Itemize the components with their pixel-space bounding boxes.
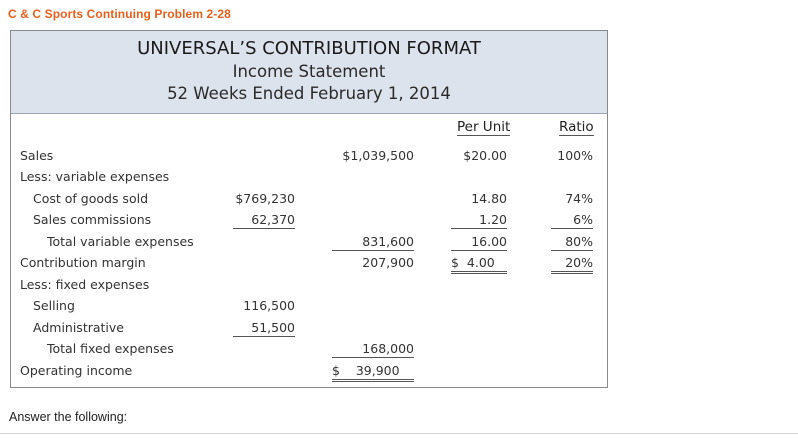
commissions-detail: 62,370 <box>233 212 295 229</box>
row-label-total-variable: Total variable expenses <box>47 234 194 249</box>
contribution-ratio: 20% <box>551 255 593 274</box>
operating-total: $ 39,900 <box>332 363 414 382</box>
income-statement-table: UNIVERSAL’S CONTRIBUTION FORMAT Income S… <box>10 30 608 388</box>
col-ratio-header: Ratio <box>559 119 594 136</box>
total-variable-ratio: 80% <box>551 234 593 251</box>
row-label-cogs: Cost of goods sold <box>33 191 149 206</box>
bottom-divider <box>0 433 798 434</box>
contribution-per-unit: $ 4.00 <box>451 255 507 274</box>
administrative-detail: 51,500 <box>233 320 295 337</box>
row-label-operating: Operating income <box>20 363 133 378</box>
cogs-per-unit: 14.80 <box>471 191 507 206</box>
commissions-ratio: 6% <box>551 212 593 229</box>
statement-period: 52 Weeks Ended February 1, 2014 <box>167 84 451 103</box>
statement-header: UNIVERSAL’S CONTRIBUTION FORMAT Income S… <box>11 31 607 114</box>
selling-detail: 116,500 <box>243 298 295 313</box>
total-variable-total: 831,600 <box>332 234 414 251</box>
statement-subtitle: Income Statement <box>232 62 386 81</box>
row-label-less-fixed: Less: fixed expenses <box>20 277 150 292</box>
commissions-per-unit: 1.20 <box>451 212 507 229</box>
cogs-ratio: 74% <box>565 191 593 206</box>
sales-total: $1,039,500 <box>342 148 414 163</box>
row-label-commissions: Sales commissions <box>33 212 152 227</box>
row-label-administrative: Administrative <box>33 320 124 335</box>
total-variable-per-unit: 16.00 <box>451 234 507 251</box>
answer-prompt: Answer the following: <box>9 410 128 424</box>
row-label-less-variable: Less: variable expenses <box>20 169 170 184</box>
sales-per-unit: $20.00 <box>463 148 507 163</box>
row-label-selling: Selling <box>33 298 75 313</box>
sales-ratio: 100% <box>557 148 593 163</box>
col-per-unit-header: Per Unit <box>457 119 511 136</box>
cogs-detail: $769,230 <box>235 191 295 206</box>
problem-title: C & C Sports Continuing Problem 2-28 <box>8 7 231 21</box>
row-label-sales: Sales <box>20 148 54 163</box>
total-fixed-total: 168,000 <box>332 341 414 358</box>
row-label-total-fixed: Total fixed expenses <box>47 341 174 356</box>
statement-title: UNIVERSAL’S CONTRIBUTION FORMAT <box>137 38 481 59</box>
row-label-contribution: Contribution margin <box>20 255 146 270</box>
contribution-total: 207,900 <box>362 255 414 270</box>
